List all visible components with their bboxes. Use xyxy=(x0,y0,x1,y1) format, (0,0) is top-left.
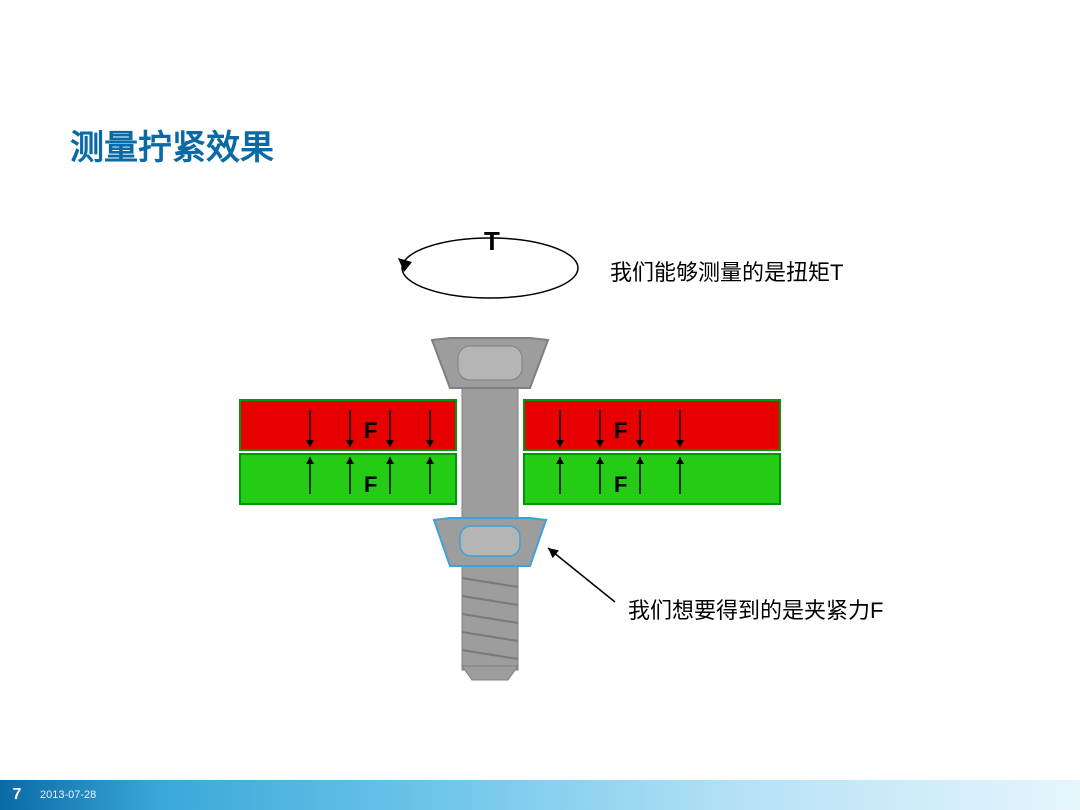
bolt-diagram: F F F F T xyxy=(180,220,800,690)
footer-bar: 7 2013-07-28 xyxy=(0,780,1080,810)
svg-text:F: F xyxy=(364,472,377,497)
svg-text:F: F xyxy=(614,472,627,497)
page-number: 7 xyxy=(0,786,34,804)
footer-date: 2013-07-28 xyxy=(40,789,96,801)
svg-text:F: F xyxy=(364,418,377,443)
svg-text:F: F xyxy=(614,418,627,443)
page-title: 测量拧紧效果 xyxy=(70,120,274,169)
svg-text:T: T xyxy=(484,226,500,256)
